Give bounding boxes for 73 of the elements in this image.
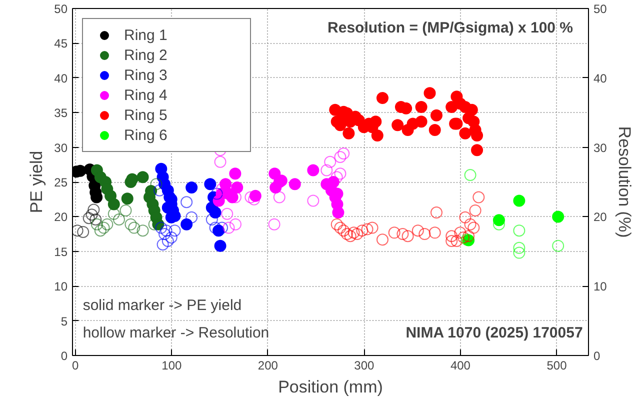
point bbox=[332, 206, 344, 219]
point bbox=[307, 164, 320, 176]
point bbox=[424, 87, 436, 100]
point bbox=[371, 130, 384, 142]
point bbox=[400, 102, 412, 114]
point bbox=[231, 182, 244, 194]
y-tick-label: 25 bbox=[54, 176, 68, 190]
annotation: hollow marker -> Resolution bbox=[82, 324, 270, 342]
point bbox=[124, 176, 137, 188]
legend-label: Ring 5 bbox=[124, 106, 168, 124]
point bbox=[229, 168, 242, 180]
y2-tick-label: 20 bbox=[594, 210, 608, 224]
y-tick-label: 50 bbox=[54, 2, 68, 16]
y-tick-label: 35 bbox=[54, 106, 68, 120]
point bbox=[430, 109, 442, 122]
y2-tick-label: 10 bbox=[594, 280, 608, 294]
y-tick-label: 20 bbox=[54, 210, 68, 224]
point bbox=[220, 178, 232, 190]
y-tick-label: 45 bbox=[54, 36, 68, 51]
point bbox=[249, 190, 262, 202]
point bbox=[552, 210, 564, 223]
point bbox=[370, 116, 382, 128]
legend-label: Ring 1 bbox=[124, 26, 168, 44]
point bbox=[209, 206, 222, 219]
point bbox=[471, 144, 484, 156]
y-tick-label: 10 bbox=[54, 280, 68, 294]
y-tick-label: 0 bbox=[60, 349, 68, 363]
point bbox=[415, 101, 428, 114]
x-axis-title: Position (mm) bbox=[278, 378, 383, 396]
point bbox=[415, 116, 428, 128]
y2-tick-label: 50 bbox=[594, 2, 608, 16]
point bbox=[342, 127, 355, 140]
y-axis-title: PE yield bbox=[27, 150, 46, 214]
x-tick-label: 200 bbox=[258, 358, 278, 372]
point bbox=[121, 192, 134, 205]
point bbox=[152, 218, 164, 230]
y2-tick-label: 30 bbox=[594, 140, 608, 155]
point bbox=[136, 171, 149, 184]
point bbox=[108, 198, 120, 210]
x-tick-label: 0 bbox=[72, 358, 80, 372]
point bbox=[471, 130, 484, 142]
y-tick-label: 30 bbox=[54, 140, 68, 155]
point bbox=[327, 176, 340, 188]
point bbox=[288, 178, 301, 190]
y2-tick-label: 40 bbox=[594, 71, 608, 86]
x-tick-label: 400 bbox=[450, 358, 471, 372]
x-tick-label: 300 bbox=[354, 358, 375, 372]
x-tick-label: 100 bbox=[162, 358, 182, 372]
point bbox=[226, 191, 238, 204]
y-tick-label: 40 bbox=[54, 71, 68, 86]
point bbox=[492, 214, 505, 226]
annotation: Resolution = (MP/Gsigma) x 100 % bbox=[328, 19, 574, 36]
annotation: NIMA 1070 (2025) 170057 bbox=[406, 324, 583, 342]
point bbox=[212, 224, 225, 237]
point bbox=[204, 178, 216, 190]
legend-label: Ring 3 bbox=[124, 66, 168, 84]
y-tick-label: 5 bbox=[60, 314, 68, 328]
point bbox=[459, 127, 472, 140]
y2-tick-label: 0 bbox=[594, 349, 600, 363]
legend-label: Ring 4 bbox=[124, 86, 168, 104]
x-tick-label: 500 bbox=[546, 358, 568, 372]
point bbox=[513, 194, 526, 207]
point bbox=[392, 119, 404, 132]
annotation: solid marker -> PE yield bbox=[82, 296, 242, 314]
y-tick-label: 15 bbox=[54, 244, 68, 259]
point bbox=[186, 182, 198, 194]
point bbox=[214, 240, 226, 252]
legend-label: Ring 6 bbox=[124, 126, 168, 144]
y2-axis-title: Resolution (%) bbox=[614, 126, 634, 238]
legend-label: Ring 2 bbox=[124, 46, 168, 64]
point bbox=[428, 124, 441, 136]
point bbox=[180, 218, 193, 230]
point bbox=[376, 92, 388, 104]
